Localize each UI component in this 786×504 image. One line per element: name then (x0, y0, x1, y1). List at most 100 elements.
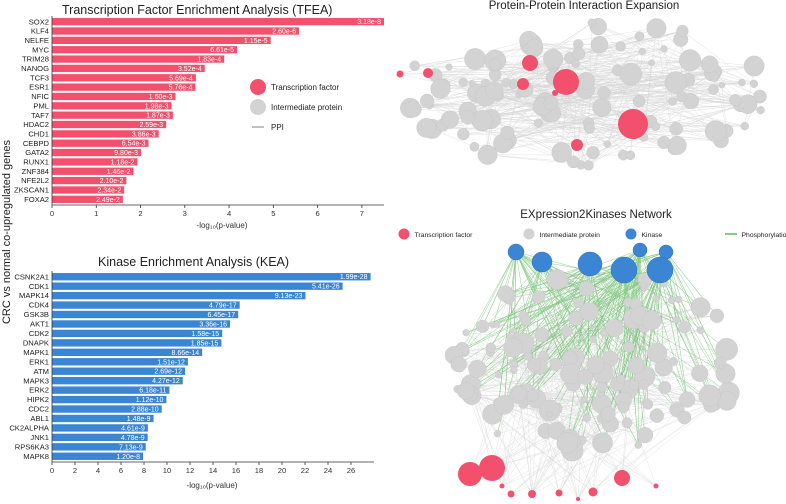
ppi-edge (469, 318, 576, 394)
intermediate-node (457, 128, 470, 141)
x-tick-label: 2 (138, 209, 142, 218)
ppi-edge (523, 403, 603, 443)
ppi-edge (601, 386, 678, 410)
x-tick-label: 22 (301, 466, 309, 475)
tfea-value-label: 5.69e-4 (169, 75, 193, 82)
ppi-edge (469, 307, 701, 475)
ppi-title: Protein-Protein Interaction Expansion (489, 0, 680, 12)
intermediate-node (430, 78, 451, 99)
intermediate-node (510, 327, 518, 335)
ppi-edge (545, 89, 714, 103)
x-tick-label: 16 (232, 466, 240, 475)
ppi-edge (414, 46, 621, 66)
kinase-node (658, 244, 674, 260)
ppi-edge (620, 30, 683, 47)
x-tick-label: 6 (315, 209, 319, 218)
x2k-graph (444, 242, 740, 501)
tfea-bar (52, 92, 176, 101)
tfea-value-label: 6.61e-5 (210, 47, 234, 54)
kea-category-label: ERK2 (29, 386, 49, 395)
intermediate-node (715, 338, 738, 361)
intermediate-node (678, 320, 691, 334)
tfea-bar (52, 139, 149, 147)
tfea-bar-chart: Transcription Factor Enrichment Analysis… (14, 3, 384, 230)
ppi-edge (501, 409, 678, 487)
intermediate-node (679, 391, 696, 408)
kinase-node (507, 243, 525, 261)
intermediate-node (667, 136, 687, 155)
tfea-value-label: 2.59e-3 (139, 122, 163, 129)
intermediate-node (546, 269, 568, 290)
kea-category-label: CDC2 (28, 405, 49, 414)
ppi-edge (591, 22, 722, 141)
ppi-edge (495, 60, 761, 111)
kea-value-label: 1.99e-28 (340, 274, 368, 281)
tfea-category-label: MYC (32, 45, 49, 54)
kea-bar (52, 358, 188, 366)
tf-node (553, 69, 579, 95)
intermediate-node (495, 371, 503, 379)
tfea-category-label: HDAC2 (23, 120, 49, 129)
kea-category-label: MAPK3 (23, 376, 49, 385)
ppi-edge (601, 107, 722, 141)
tfea-category-label: CEBPD (23, 139, 50, 148)
tfea-value-label: 1.15e-5 (244, 38, 268, 45)
phosphorylation-edge (656, 269, 661, 354)
phosphorylation-edge (659, 269, 716, 405)
ppi-edge (502, 107, 602, 144)
tf-node (528, 490, 536, 498)
kinase-node (610, 256, 638, 284)
intermediate-protein-icon (523, 228, 535, 240)
intermediate-node (577, 368, 594, 385)
intermediate-node (669, 122, 683, 136)
transcription-factor-icon (398, 228, 410, 240)
intermediate-node (460, 110, 475, 125)
intermediate-node (561, 325, 573, 337)
tfea-value-label: 1.87e-3 (146, 113, 170, 120)
kea-value-label: 1.48e-9 (127, 416, 151, 423)
ppi-edge (440, 44, 532, 89)
kea-value-label: 4.79e-17 (209, 303, 237, 310)
ppi-edge (429, 104, 602, 108)
phosphorylation-edge (532, 261, 543, 397)
intermediate-node (580, 396, 588, 404)
intermediate-node (538, 399, 561, 422)
tf-node (614, 470, 630, 486)
tf-node (517, 78, 529, 90)
intermediate-node (477, 144, 498, 165)
intermediate-node (658, 380, 672, 394)
intermediate-node (690, 297, 711, 318)
intermediate-node (615, 41, 626, 52)
tfea-bar (52, 46, 238, 54)
tfea-value-label: 2.10e-2 (100, 178, 124, 185)
ppi-edge (577, 422, 628, 500)
kea-bar (52, 320, 231, 328)
kea-value-label: 1.58e-15 (192, 331, 220, 338)
ppi-edge (491, 393, 520, 469)
intermediate-node (409, 60, 420, 72)
ppi-edge (651, 315, 717, 321)
intermediate-node (700, 55, 719, 74)
tfea-bar (52, 27, 300, 35)
kea-category-label: JNK1 (30, 433, 49, 442)
phosphorylation-edge (526, 269, 661, 391)
kea-bar (52, 273, 371, 281)
ppi-edge (504, 404, 579, 500)
kea-category-label: CDK4 (29, 301, 49, 310)
legend-label: Kinase (642, 232, 663, 239)
ppi-edge (565, 81, 581, 165)
intermediate-node (578, 280, 595, 297)
ppi-edge (526, 397, 579, 500)
intermediate-node (641, 310, 662, 331)
ppi-edge (475, 58, 743, 83)
tfea-value-label: 1.83e-4 (197, 57, 221, 64)
kea-bar (52, 291, 306, 300)
phosphorylation-edge (659, 269, 721, 364)
intermediate-node (676, 91, 688, 103)
intermediate-node (458, 77, 468, 87)
ppi-edge (607, 74, 631, 145)
kea-bar (52, 376, 183, 385)
kea-bar (52, 339, 222, 347)
legend-label: Intermediate protein (271, 103, 342, 112)
kea-category-label: CSNK2A1 (14, 272, 49, 281)
